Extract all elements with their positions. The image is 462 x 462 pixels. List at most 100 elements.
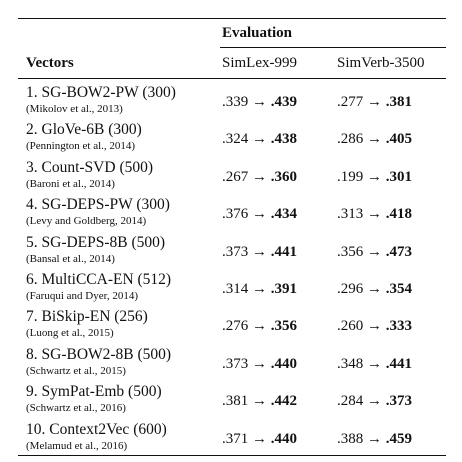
citation: (Luong et al., 2015) <box>26 327 114 340</box>
citation: (Faruqui and Dyer, 2014) <box>26 290 138 302</box>
arrow: → <box>367 168 382 185</box>
citation: (Baroni et al., 2014) <box>26 177 115 190</box>
bottom-rule <box>18 455 446 457</box>
score-after: .440 <box>270 355 297 372</box>
vector-name: 3. Count-SVD (500) <box>26 158 154 176</box>
citation: (Mikolov et al., 2013) <box>26 103 123 115</box>
score-after: .333 <box>385 318 412 335</box>
group-header: Evaluation <box>222 25 293 41</box>
score-cell: .373 → .440 <box>222 356 297 373</box>
score-before: .267 <box>222 168 249 185</box>
citation: (Bansal et al., 2014) <box>26 252 115 265</box>
score-before: .313 <box>337 206 364 223</box>
citation: (Pennington et al., 2014) <box>26 140 136 153</box>
score-after: .354 <box>385 281 412 297</box>
arrow: → <box>252 94 267 110</box>
score-before: .348 <box>337 355 364 372</box>
citation: (Levy and Goldberg, 2014) <box>26 215 147 228</box>
score-after: .360 <box>270 168 297 185</box>
score-before: .376 <box>222 206 249 223</box>
vector-name: 6. MultiCCA-EN (512) <box>26 271 172 288</box>
arrow: → <box>367 355 382 372</box>
score-cell: .267 → .360 <box>222 169 297 186</box>
arrow: → <box>252 318 267 335</box>
arrow: → <box>252 281 267 297</box>
score-before: .373 <box>222 243 249 260</box>
score-cell: .296 → .354 <box>337 281 412 298</box>
score-before: .381 <box>222 393 249 410</box>
score-cell: .314 → .391 <box>222 281 297 298</box>
score-after: .440 <box>270 430 297 447</box>
score-after: .459 <box>385 430 412 447</box>
score-after: .442 <box>270 393 297 410</box>
score-before: .356 <box>337 243 364 260</box>
arrow: → <box>252 355 267 372</box>
column-header: SimLex-999 <box>222 55 297 71</box>
vector-name: 9. SymPat-Emb (500) <box>26 383 162 401</box>
score-cell: .356 → .473 <box>337 244 412 261</box>
score-before: .388 <box>337 430 364 447</box>
score-after: .438 <box>270 131 297 148</box>
score-after: .301 <box>385 168 412 185</box>
arrow: → <box>252 430 267 447</box>
vector-name: 10. Context2Vec (600) <box>26 420 167 438</box>
score-after: .439 <box>270 94 297 110</box>
citation: (Melamud et al., 2016) <box>26 439 128 452</box>
score-before: .284 <box>337 393 364 410</box>
arrow: → <box>367 281 382 297</box>
score-after: .441 <box>385 355 412 372</box>
score-before: .296 <box>337 281 364 297</box>
score-cell: .381 → .442 <box>222 393 297 410</box>
score-cell: .277 → .381 <box>337 94 412 111</box>
vector-name: 2. GloVe-6B (300) <box>26 121 142 139</box>
score-after: .356 <box>270 318 297 335</box>
score-before: .324 <box>222 131 249 148</box>
arrow: → <box>367 430 382 447</box>
score-before: .199 <box>337 168 364 185</box>
arrow: → <box>252 393 267 410</box>
group-rule <box>220 47 446 48</box>
score-before: .371 <box>222 430 249 447</box>
vector-name: 8. SG-BOW2-8B (500) <box>26 345 172 363</box>
arrow: → <box>367 393 382 410</box>
score-after: .391 <box>270 281 297 297</box>
score-cell: .313 → .418 <box>337 206 412 223</box>
citation: (Schwartz et al., 2016) <box>26 402 126 415</box>
arrow: → <box>367 131 382 148</box>
score-cell: .371 → .440 <box>222 431 297 448</box>
arrow: → <box>367 206 382 223</box>
score-cell: .260 → .333 <box>337 318 412 335</box>
score-cell: .388 → .459 <box>337 431 412 448</box>
score-before: .373 <box>222 355 249 372</box>
arrow: → <box>252 206 267 223</box>
score-cell: .286 → .405 <box>337 131 412 148</box>
score-before: .339 <box>222 94 249 110</box>
vector-name: 5. SG-DEPS-8B (500) <box>26 233 166 251</box>
arrow: → <box>252 168 267 185</box>
arrow: → <box>367 243 382 260</box>
score-cell: .284 → .373 <box>337 393 412 410</box>
score-after: .373 <box>385 393 412 410</box>
score-after: .441 <box>270 243 297 260</box>
score-cell: .199 → .301 <box>337 169 412 186</box>
score-after: .418 <box>385 206 412 223</box>
score-cell: .276 → .356 <box>222 318 297 335</box>
score-after: .405 <box>385 131 412 148</box>
score-cell: .376 → .434 <box>222 206 297 223</box>
score-cell: .339 → .439 <box>222 94 297 111</box>
column-header: SimVerb-3500 <box>337 55 425 71</box>
score-before: .260 <box>337 318 364 335</box>
top-rule <box>18 18 446 20</box>
column-header: Vectors <box>26 55 74 71</box>
header-rule <box>18 78 446 79</box>
arrow: → <box>367 94 382 110</box>
score-after: .434 <box>270 206 297 223</box>
score-before: .286 <box>337 131 364 148</box>
score-before: .277 <box>337 94 364 110</box>
arrow: → <box>367 318 382 335</box>
vector-name: 4. SG-DEPS-PW (300) <box>26 196 170 214</box>
arrow: → <box>252 131 267 148</box>
score-after: .473 <box>385 243 412 260</box>
score-after: .381 <box>385 94 412 110</box>
